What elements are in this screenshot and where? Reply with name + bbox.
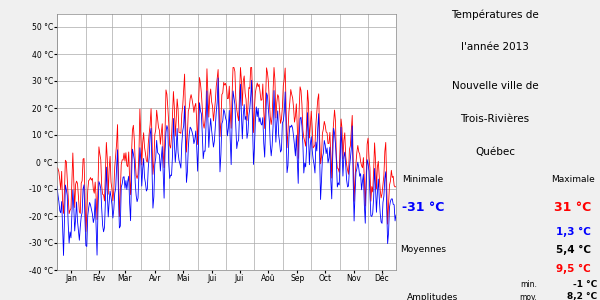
Text: Trois-Rivières: Trois-Rivières [460,114,530,124]
Text: Amplitudes: Amplitudes [407,292,458,300]
Text: Nouvelle ville de: Nouvelle ville de [452,81,538,91]
Text: Minimale: Minimale [403,176,443,184]
Text: 31 °C: 31 °C [554,201,592,214]
Text: -31 °C: -31 °C [402,201,444,214]
Text: l'année 2013: l'année 2013 [461,42,529,52]
Text: Québec: Québec [475,147,515,157]
Text: Maximale: Maximale [551,176,595,184]
Text: min.: min. [520,280,537,289]
Text: 1,3 °C: 1,3 °C [556,226,590,237]
Text: Températures de: Températures de [451,9,539,20]
Text: Moyennes: Moyennes [400,244,446,253]
Text: 9,5 °C: 9,5 °C [556,264,590,274]
Text: -1 °C: -1 °C [573,280,597,289]
Text: 5,4 °C: 5,4 °C [556,244,590,255]
Text: moy.: moy. [519,292,537,300]
Text: 8,2 °C: 8,2 °C [567,292,597,300]
